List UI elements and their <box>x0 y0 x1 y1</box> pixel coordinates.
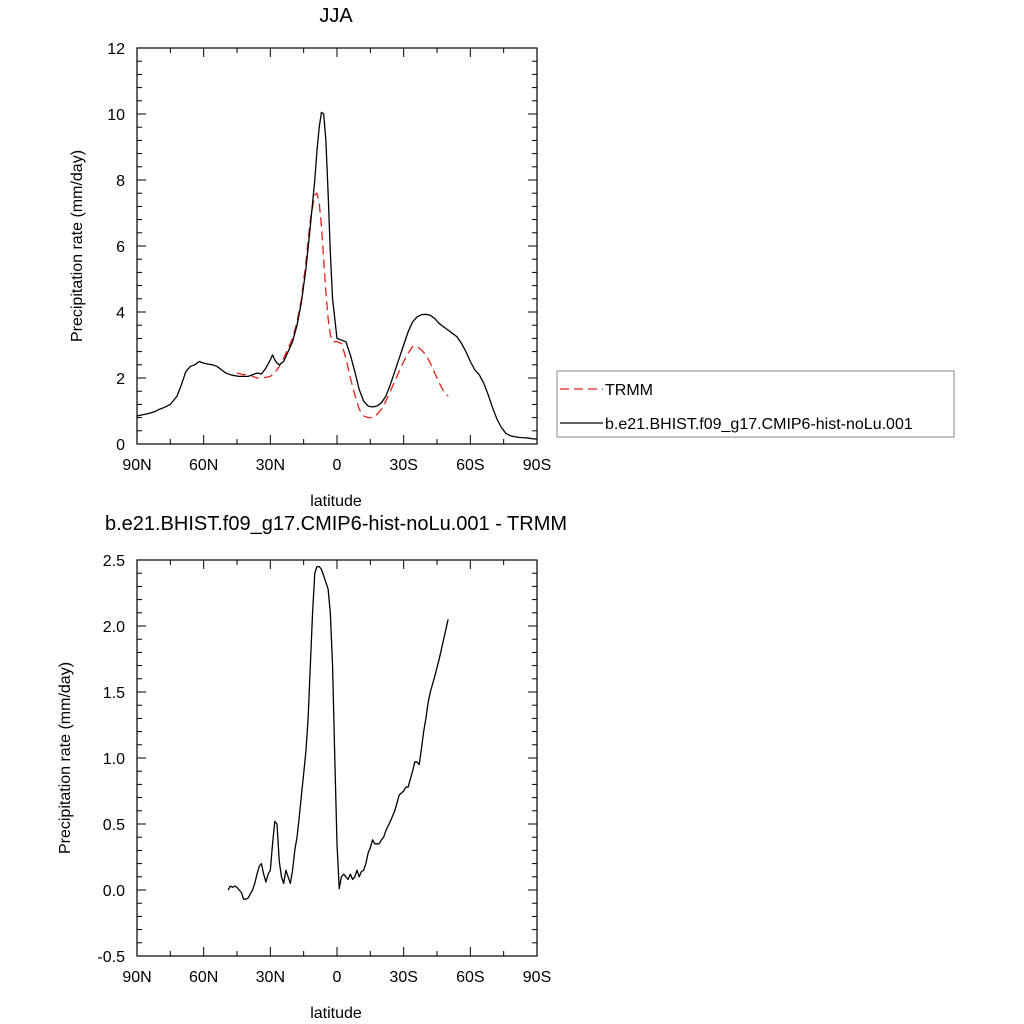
y-tick-label: 4 <box>116 305 125 322</box>
bottom-plot-frame <box>136 559 538 957</box>
top-tick-marks <box>136 47 538 445</box>
x-tick-label: 60S <box>456 969 484 986</box>
top-y-axis-label: Precipitation rate (mm/day) <box>69 150 86 342</box>
bottom-series-layer <box>227 565 449 900</box>
y-tick-label: 0 <box>116 437 125 454</box>
y-tick-label: 2 <box>116 371 125 388</box>
y-tick-label: 12 <box>107 41 125 58</box>
bottom-y-axis-label: Precipitation rate (mm/day) <box>57 662 74 854</box>
x-tick-label: 60N <box>189 969 218 986</box>
top-legend: TRMM b.e21.BHIST.f09_g17.CMIP6-hist-noLu… <box>556 370 955 438</box>
bottom-y-tick-labels: -0.5 0.0 0.5 1.0 1.5 2.0 2.5 <box>97 553 125 966</box>
x-tick-label: 30S <box>389 969 417 986</box>
bottom-panel: b.e21.BHIST.f09_g17.CMIP6-hist-noLu.001 … <box>57 513 567 1022</box>
top-series-layer <box>136 111 538 440</box>
y-tick-label: 10 <box>107 107 125 124</box>
y-tick-label: 0.0 <box>103 883 125 900</box>
y-tick-label: 1.5 <box>103 685 125 702</box>
y-tick-label: 6 <box>116 239 125 256</box>
legend-label-model: b.e21.BHIST.f09_g17.CMIP6-hist-noLu.001 <box>605 416 913 433</box>
top-panel: JJA 90N 60N 30N 0 30S 60S 90S 0 2 4 6 8 10 12 latitu… <box>69 5 955 510</box>
y-tick-label: 2.5 <box>103 553 125 570</box>
bottom-x-axis-label: latitude <box>310 1005 362 1022</box>
top-y-tick-labels: 0 2 4 6 8 10 12 <box>107 41 125 454</box>
top-x-axis-label: latitude <box>310 493 362 510</box>
legend-label-trmm: TRMM <box>605 382 653 399</box>
x-tick-label: 90S <box>523 457 551 474</box>
y-tick-label: 0.5 <box>103 817 125 834</box>
bottom-tick-marks <box>136 559 538 957</box>
y-tick-label: 8 <box>116 173 125 190</box>
x-tick-label: 30S <box>389 457 417 474</box>
legend-box <box>556 370 955 438</box>
x-tick-label: 0 <box>333 969 342 986</box>
bottom-chart-title: b.e21.BHIST.f09_g17.CMIP6-hist-noLu.001 … <box>105 513 567 535</box>
y-tick-label: 2.0 <box>103 619 125 636</box>
series-line-0 <box>236 192 449 419</box>
series-line-1 <box>136 111 538 440</box>
x-tick-label: 90S <box>523 969 551 986</box>
bottom-x-tick-labels: 90N 60N 30N 0 30S 60S 90S <box>122 969 551 986</box>
x-tick-label: 90N <box>122 457 151 474</box>
x-tick-label: 60N <box>189 457 218 474</box>
top-plot-frame <box>136 47 538 445</box>
y-tick-label: 1.0 <box>103 751 125 768</box>
x-tick-label: 30N <box>256 969 285 986</box>
x-tick-label: 90N <box>122 969 151 986</box>
x-tick-label: 30N <box>256 457 285 474</box>
x-tick-label: 60S <box>456 457 484 474</box>
top-chart-title: JJA <box>319 5 353 27</box>
x-tick-label: 0 <box>333 457 342 474</box>
y-tick-label: -0.5 <box>97 949 125 966</box>
series-line-0 <box>227 565 449 900</box>
top-x-tick-labels: 90N 60N 30N 0 30S 60S 90S <box>122 457 551 474</box>
